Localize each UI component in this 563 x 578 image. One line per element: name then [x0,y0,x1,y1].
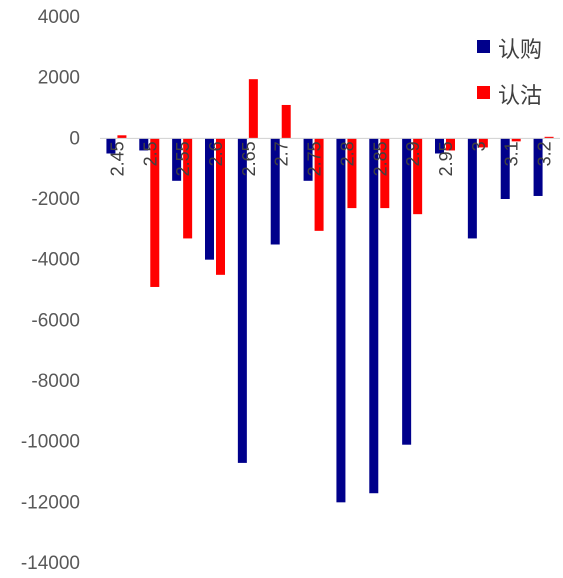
x-category-label: 2.6 [206,141,226,166]
bars [106,79,554,503]
bar-put-2.7 [281,104,291,139]
legend-swatch [477,40,490,53]
bar-put-2.55 [183,138,193,239]
category-labels: 2.45 2.5 2.55 2.6 2.65 2.7 2.75 2.8 2.85 2.9 2.95 3… [107,141,554,176]
x-category-label: 2.85 [370,141,390,176]
x-category-label: 3.2 [535,141,555,166]
y-tick-label: 4000 [38,7,80,28]
x-category-label: 2.8 [337,141,357,166]
bar-put-3.1 [511,138,521,142]
y-tick-label: 0 [69,128,80,149]
bar-call-2.7 [270,138,280,245]
x-category-label: 2.7 [272,141,292,166]
bar-call-2.5 [139,138,149,151]
x-category-label: 2.65 [239,141,259,176]
x-category-label: 2.5 [140,141,160,166]
x-category-label: 3.1 [502,141,522,166]
bar-put-2.75 [314,138,324,231]
bar-put-2.65 [248,79,258,139]
y-axis-ticks: 4000 2000 0 -2000 -4000 -6000 -8000 -10000 -1200… [21,7,80,574]
bar-put-2.6 [216,138,225,275]
bar-call-3.2 [533,138,543,196]
bar-call-2.9 [402,138,412,445]
y-tick-label: -4000 [31,250,80,271]
bar-put-3.2 [544,136,554,139]
bar-call-2.8 [336,138,346,503]
y-tick-label: -10000 [21,432,80,453]
x-category-label: 2.95 [436,141,456,176]
y-tick-label: -2000 [31,189,80,210]
y-tick-label: -8000 [31,371,80,392]
bar-call-3 [467,138,477,239]
y-tick-label: -6000 [31,310,80,331]
bar-call-3.1 [500,138,510,199]
legend-label: 认沽 [498,84,542,109]
bar-call-2.65 [237,138,247,463]
bar-put-2.5 [150,138,160,287]
y-tick-label: 2000 [38,68,80,89]
bar-call-2.95 [435,138,444,154]
bar-call-2.85 [369,138,379,494]
x-category-label: 3 [469,141,489,151]
bar-put-2.85 [380,138,390,209]
x-category-label: 2.9 [403,141,423,166]
y-tick-label: -14000 [21,553,80,574]
bar-call-2.55 [172,138,182,181]
legend-label: 认购 [498,38,542,63]
bar-put-2.8 [347,138,357,209]
bar-put-2.9 [413,138,423,215]
bar-call-2.45 [106,138,116,154]
bar-call-2.6 [205,138,214,260]
bar-put-2.95 [446,138,455,151]
x-category-label: 2.75 [305,141,325,176]
y-tick-label: -12000 [21,492,80,513]
x-category-label: 2.55 [173,141,193,176]
x-category-label: 2.45 [107,141,127,176]
bar-call-2.75 [303,138,313,181]
legend-swatch [477,86,490,99]
bar-put-2.45 [117,135,127,139]
bar-put-3 [478,138,488,148]
